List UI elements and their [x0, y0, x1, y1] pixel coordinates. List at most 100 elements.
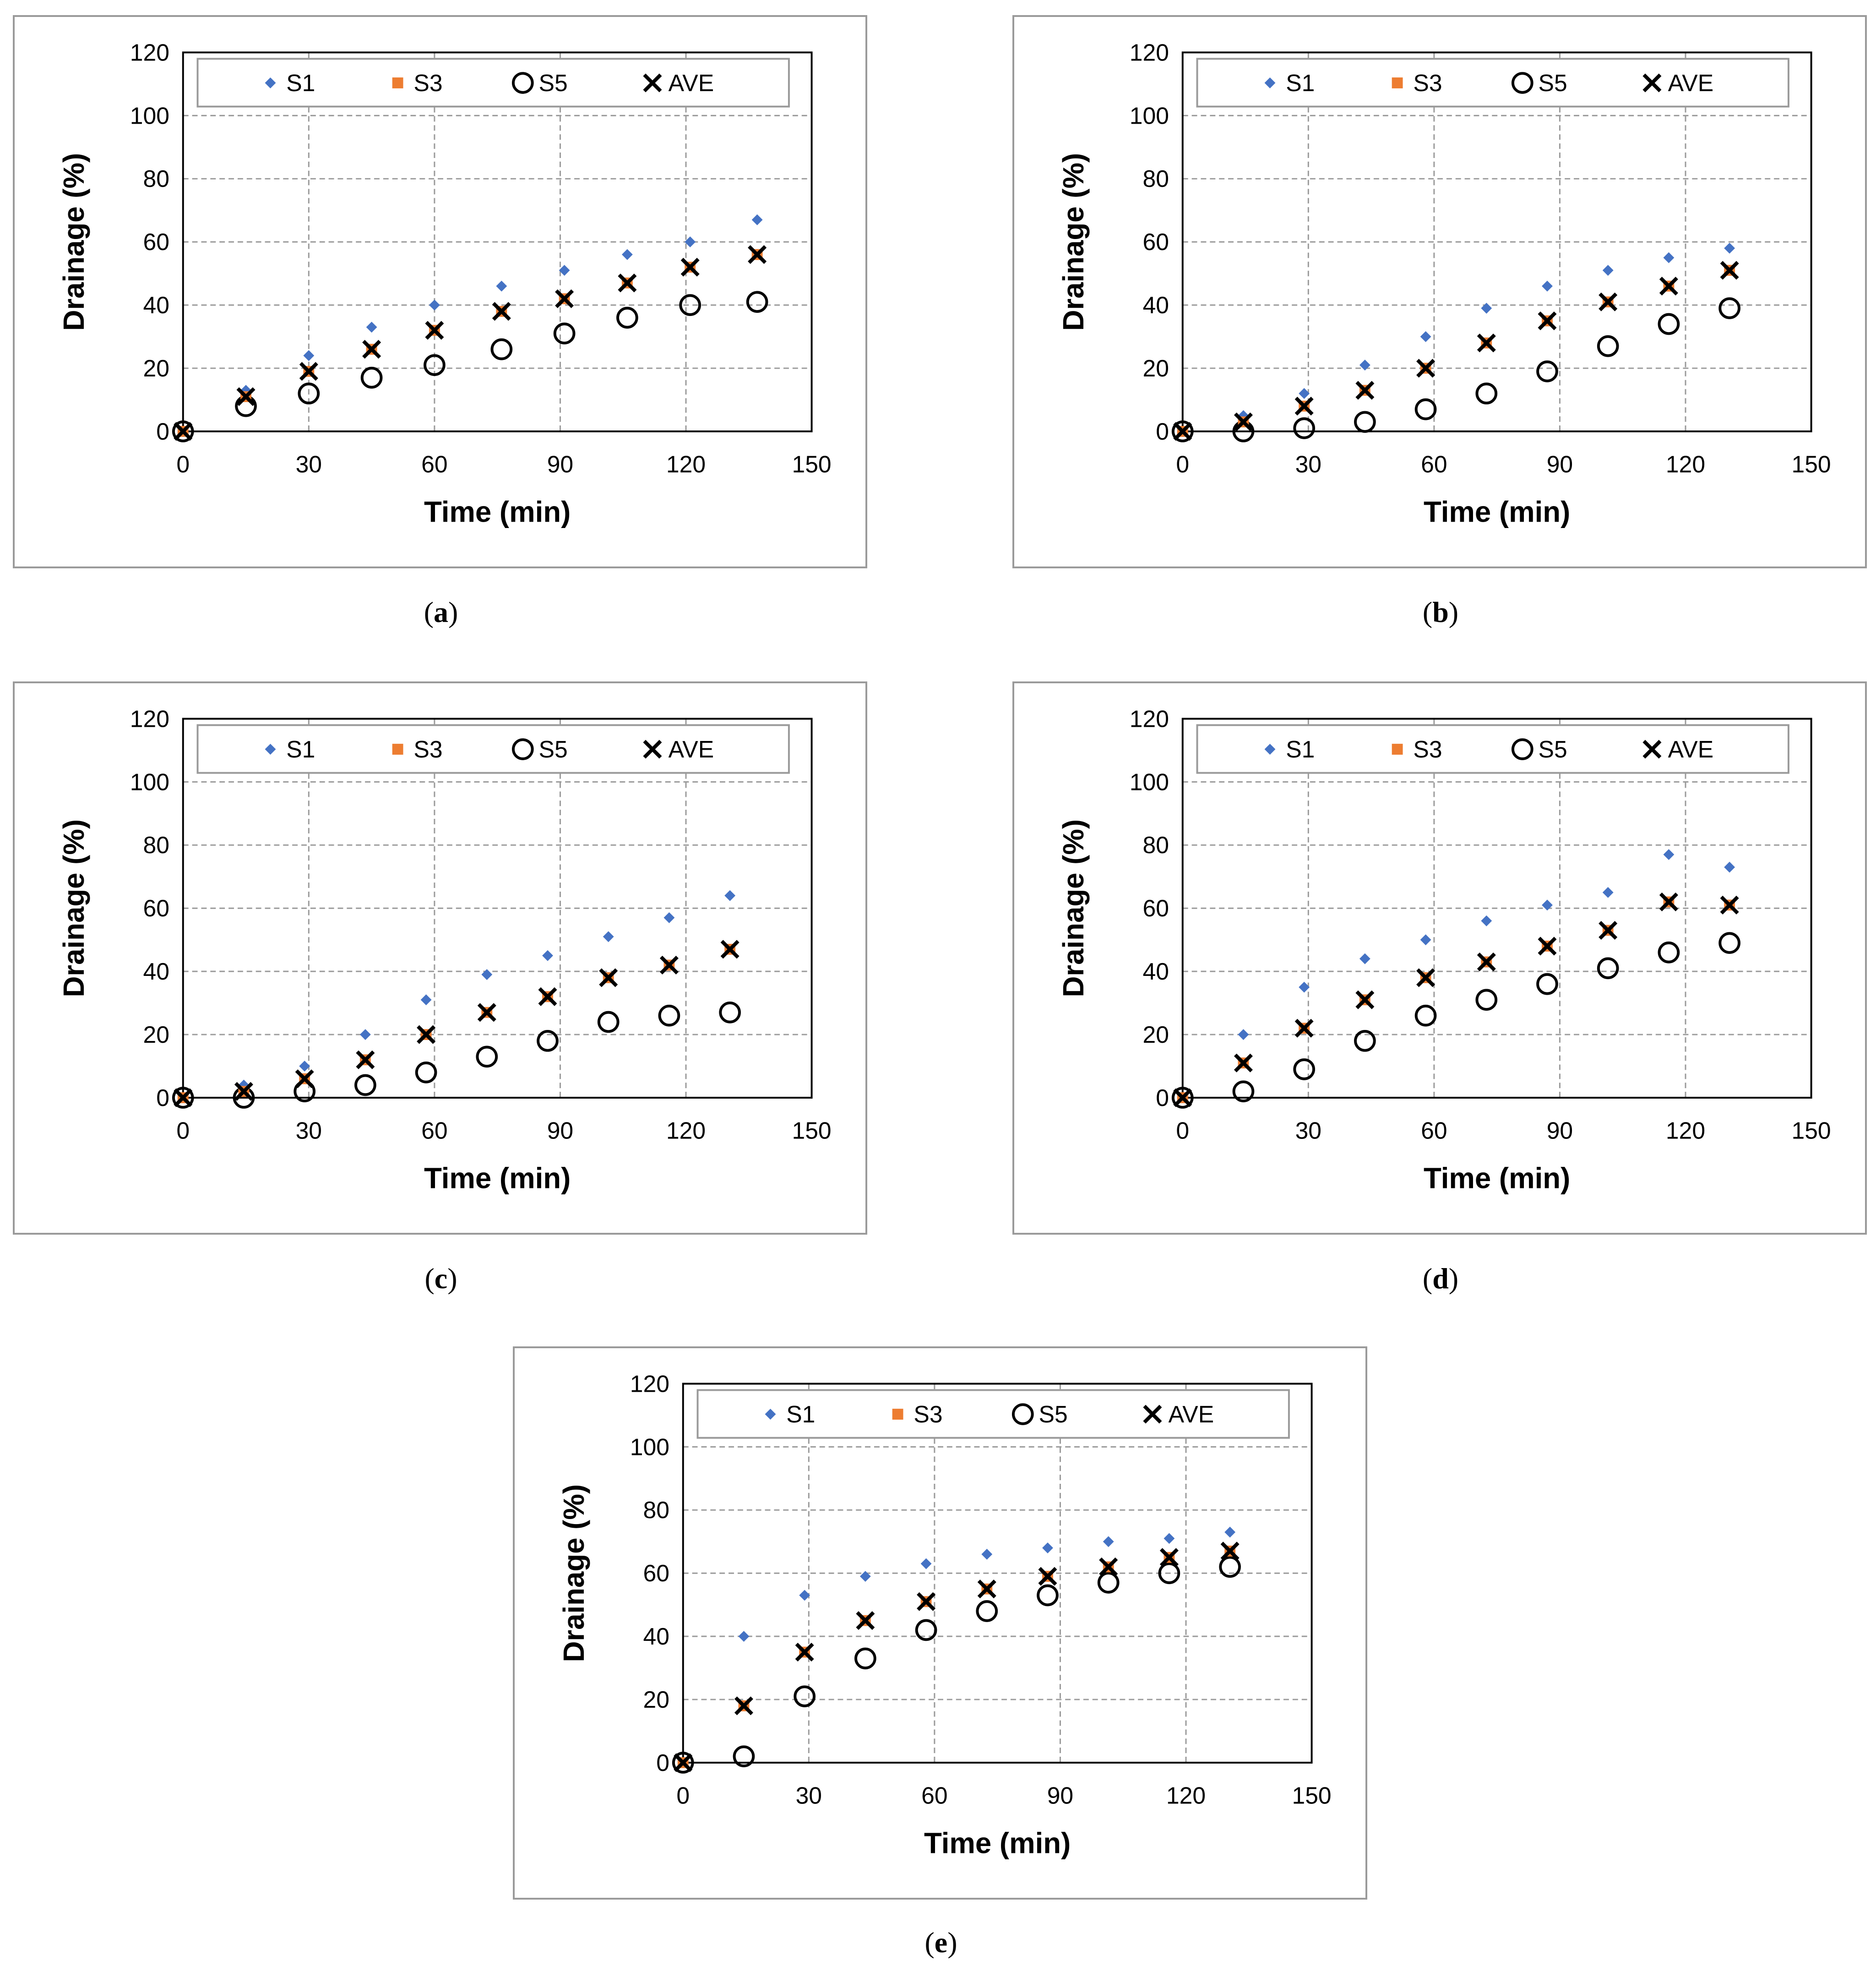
legend-marker-c-s3 [392, 744, 403, 755]
point-e-ave-2 [795, 1643, 814, 1662]
legend-label-a-s3: S3 [413, 70, 442, 96]
point-a-s1-7 [621, 249, 633, 260]
point-e-s5-3 [854, 1647, 876, 1670]
point-b-s5-6 [1536, 360, 1558, 382]
point-b-s5-7 [1597, 335, 1619, 357]
point-e-s1-8 [1164, 1533, 1175, 1544]
chart-svg-d: 0 20 40 60 80 100 120 0 30 60 90 120 150 Time (min) Dr… [1057, 705, 1831, 1194]
point-e-s5-5 [976, 1600, 998, 1622]
point-e-s1-4 [920, 1558, 932, 1569]
point-e-s1-9 [1224, 1526, 1236, 1538]
legend-label-d-s1: S1 [1286, 736, 1315, 762]
point-d-s5-7 [1597, 957, 1619, 980]
legend-marker-e-s1 [765, 1409, 776, 1420]
point-a-ave-3 [362, 340, 381, 359]
legend-box-e [696, 1389, 1290, 1439]
y-tick-label-e-4: 80 [643, 1497, 669, 1523]
x-tick-label-e-5: 150 [1292, 1782, 1332, 1808]
legend-label-d-s5: S5 [1539, 736, 1567, 762]
point-a-ave-8 [680, 257, 700, 277]
y-tick-label-e-5: 100 [630, 1433, 669, 1460]
point-b-ave-0 [1173, 422, 1192, 441]
x-tick-label-b-0: 0 [1176, 451, 1189, 477]
point-a-s1-9 [751, 214, 763, 225]
x-tick-label-c-0: 0 [176, 1117, 190, 1144]
legend-label-a-ave: AVE [669, 70, 714, 96]
point-d-s5-8 [1658, 941, 1680, 964]
legend-label-e-s5: S5 [1039, 1401, 1068, 1427]
y-tick-label-b-4: 80 [1142, 165, 1169, 192]
point-b-s5-4 [1414, 398, 1437, 420]
point-d-s1-3 [1359, 953, 1370, 964]
y-tick-label-b-3: 60 [1142, 229, 1169, 255]
caption-c: (c) [424, 1262, 457, 1295]
point-b-s1-6 [1542, 280, 1553, 292]
legend-marker-b-s1 [1264, 77, 1276, 88]
point-b-ave-1 [1234, 412, 1253, 431]
y-tick-label-d-3: 60 [1142, 895, 1169, 921]
legend-label-b-s1: S1 [1286, 70, 1315, 96]
point-e-ave-0 [674, 1753, 693, 1772]
y-tick-label-d-0: 0 [1156, 1084, 1169, 1111]
point-c-s1-1 [238, 1079, 250, 1091]
y-axis-title-c: Drainage (%) [58, 819, 90, 997]
legend-label-e-ave: AVE [1169, 1401, 1214, 1427]
x-tick-label-d-0: 0 [1176, 1117, 1189, 1144]
y-axis-title-b: Drainage (%) [1057, 153, 1090, 331]
point-c-ave-7 [599, 968, 618, 987]
y-tick-label-c-1: 20 [143, 1021, 169, 1048]
legend-marker-d-s3 [1392, 744, 1403, 755]
point-a-s5-9 [746, 291, 768, 313]
point-e-s5-0 [672, 1752, 694, 1774]
point-d-s5-5 [1475, 989, 1498, 1011]
plot-area-e [682, 1383, 1313, 1764]
point-a-ave-4 [425, 321, 444, 340]
x-tick-label-b-1: 30 [1295, 451, 1321, 477]
point-a-s1-2 [303, 350, 315, 361]
x-axis-title-a: Time (min) [424, 496, 571, 528]
point-d-s1-5 [1481, 915, 1492, 926]
legend-label-c-s3: S3 [413, 736, 442, 762]
point-e-ave-9 [1220, 1541, 1240, 1561]
legend-marker-a-ave [643, 73, 662, 93]
point-b-s1-9 [1724, 243, 1735, 254]
point-d-s5-3 [1354, 1030, 1376, 1052]
point-d-ave-8 [1659, 892, 1678, 911]
y-tick-label-c-0: 0 [156, 1084, 169, 1111]
point-e-s5-4 [915, 1619, 937, 1641]
point-b-ave-2 [1294, 397, 1314, 416]
legend-marker-b-ave [1642, 73, 1662, 93]
point-b-ave-9 [1720, 261, 1739, 280]
point-b-ave-6 [1538, 311, 1557, 331]
point-c-ave-3 [356, 1050, 375, 1069]
legend-label-e-s1: S1 [786, 1401, 815, 1427]
y-tick-label-b-2: 40 [1142, 292, 1169, 318]
point-d-ave-2 [1294, 1018, 1314, 1038]
point-c-ave-6 [538, 987, 557, 1006]
legend-box-a [196, 58, 790, 108]
legend-label-c-ave: AVE [669, 736, 714, 762]
y-tick-label-d-1: 20 [1142, 1021, 1169, 1048]
legend-marker-b-s3 [1392, 77, 1403, 88]
x-tick-label-c-2: 60 [421, 1117, 447, 1144]
y-tick-label-e-0: 0 [656, 1749, 669, 1776]
point-c-s1-7 [603, 931, 614, 942]
point-a-s5-5 [490, 338, 513, 360]
chart-panel-e: 0 20 40 60 80 100 120 0 30 60 90 120 150 Time (min) Dr… [513, 1346, 1367, 1900]
point-d-ave-9 [1720, 895, 1739, 915]
x-tick-label-d-4: 120 [1666, 1117, 1705, 1144]
point-c-s5-6 [537, 1030, 559, 1052]
point-d-s1-6 [1542, 899, 1553, 911]
y-tick-label-d-2: 40 [1142, 958, 1169, 985]
caption-a: (a) [424, 596, 458, 628]
point-c-s5-5 [476, 1046, 498, 1068]
chart-svg-e: 0 20 40 60 80 100 120 0 30 60 90 120 150 Time (min) Dr… [558, 1370, 1332, 1859]
y-tick-label-c-3: 60 [143, 895, 169, 921]
legend-marker-a-s3 [392, 77, 403, 88]
point-d-ave-6 [1538, 937, 1557, 956]
y-tick-label-e-2: 40 [643, 1623, 669, 1650]
legend-box-b [1196, 58, 1789, 108]
legend-label-e-s3: S3 [914, 1401, 942, 1427]
y-tick-label-e-1: 20 [643, 1686, 669, 1713]
point-c-s1-5 [481, 969, 493, 980]
